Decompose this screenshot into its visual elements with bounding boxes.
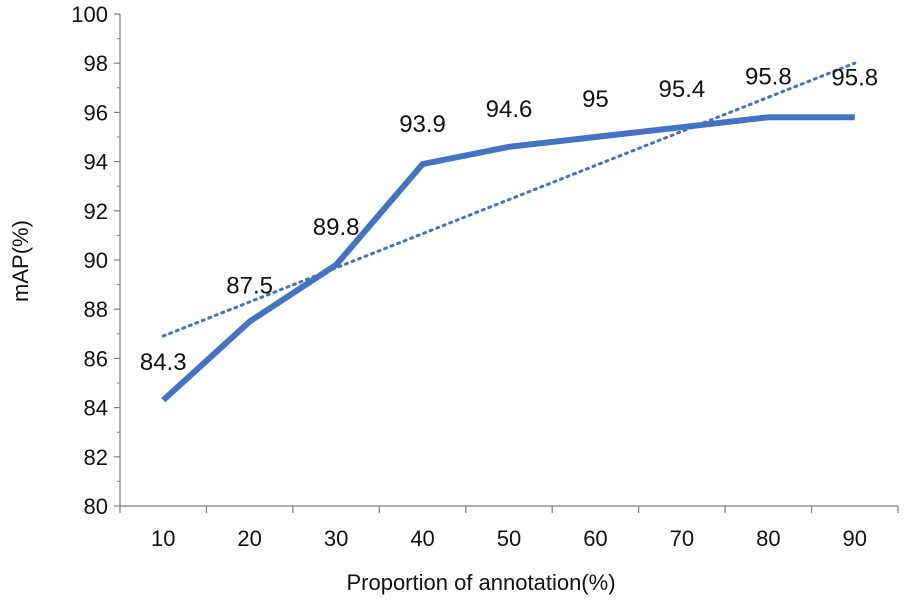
- trendline-group: [161, 61, 857, 338]
- data-label: 87.5: [226, 273, 273, 300]
- data-label: 93.9: [399, 111, 446, 138]
- y-tick-label: 88: [84, 297, 108, 322]
- trendline: [161, 61, 857, 338]
- data-labels: 84.3 87.5 89.8 93.9 94.6 95 95.4 95.8 95.8: [140, 63, 878, 376]
- data-label: 95.4: [659, 76, 706, 103]
- y-tick-label: 98: [84, 51, 108, 76]
- data-label: 89.8: [313, 214, 360, 241]
- y-tick-label: 86: [84, 346, 108, 371]
- data-label: 94.6: [486, 96, 533, 123]
- x-tick-label: 10: [151, 526, 175, 551]
- y-tick-label: 82: [84, 445, 108, 470]
- data-label: 84.3: [140, 349, 187, 376]
- y-tick-label: 96: [84, 100, 108, 125]
- y-axis-title: mAP(%): [8, 220, 33, 302]
- ticks: 80 82 84 86 88 90 92 94 96 98 100 10 20 30 40 50 60 70 80 9…: [71, 2, 899, 551]
- y-tick-label: 94: [84, 150, 108, 175]
- x-tick-label: 90: [843, 526, 867, 551]
- y-tick-label: 92: [84, 199, 108, 224]
- data-label: 95: [582, 86, 609, 113]
- data-label: 95.8: [831, 64, 878, 91]
- x-tick-label: 50: [497, 526, 521, 551]
- y-tick-label: 84: [84, 396, 108, 421]
- x-tick-label: 70: [670, 526, 694, 551]
- data-label: 95.8: [745, 63, 792, 90]
- x-tick-label: 60: [583, 526, 607, 551]
- y-tick-label: 80: [84, 494, 108, 519]
- x-tick-label: 20: [237, 526, 261, 551]
- x-tick-label: 80: [756, 526, 780, 551]
- series-line-map: [161, 114, 855, 403]
- x-tick-label: 30: [324, 526, 348, 551]
- x-tick-label: 40: [410, 526, 434, 551]
- y-tick-label: 90: [84, 248, 108, 273]
- x-axis-title: Proportion of annotation(%): [346, 570, 615, 595]
- y-tick-label: 100: [71, 2, 108, 27]
- series-group: [161, 114, 855, 403]
